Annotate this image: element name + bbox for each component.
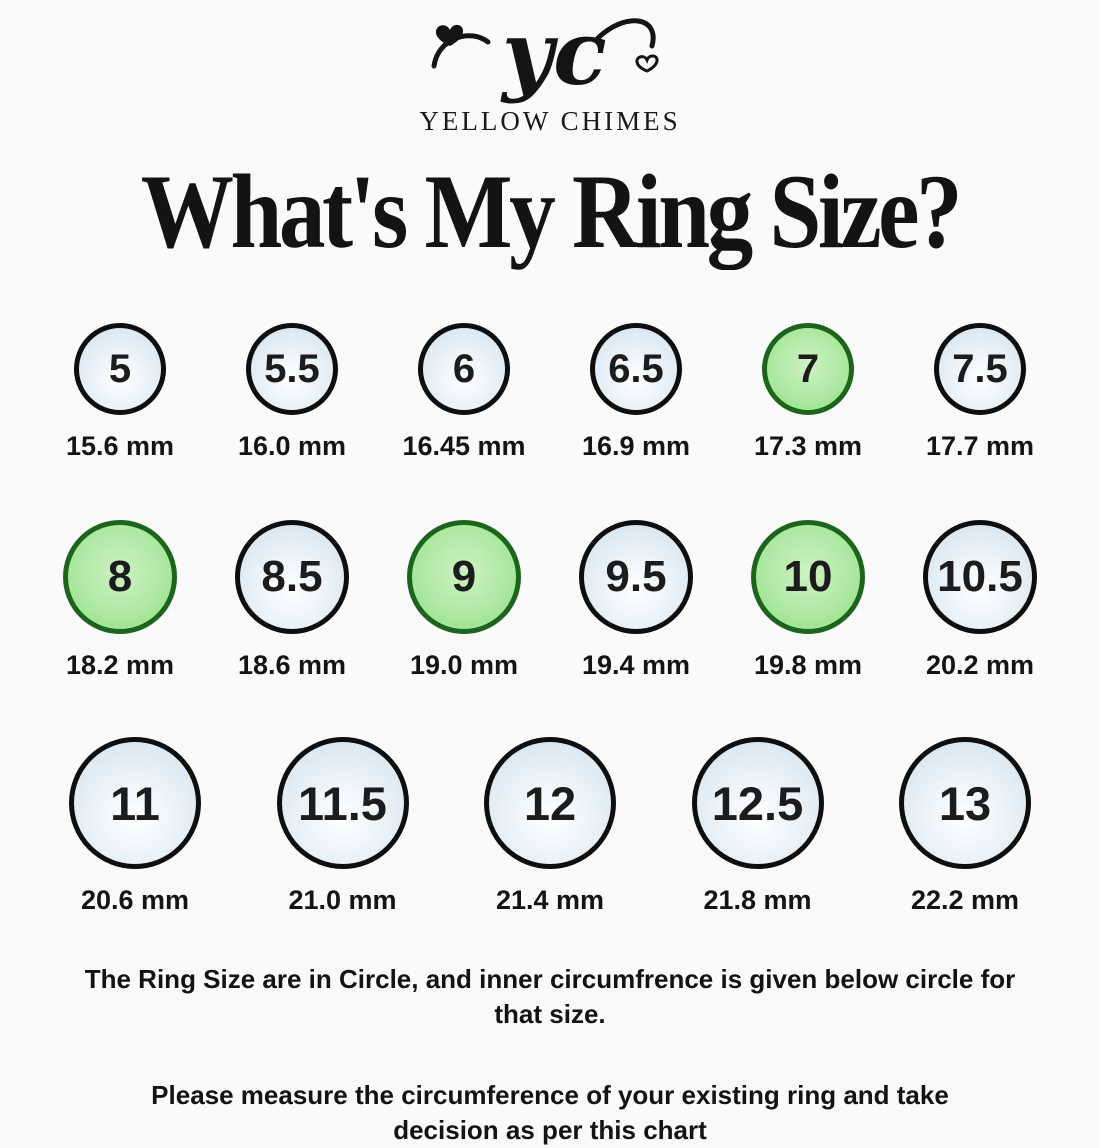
ring-size-cell: 7 17.3 mm [728,323,888,462]
ring-size-grid: 5 15.6 mm 5.5 16.0 mm 6 16.45 mm 6.5 16.… [40,323,1060,916]
ring-size-number: 10 [783,552,833,601]
ring-diameter-label: 16.9 mm [581,431,691,461]
ring-size-cell: 5.5 16.0 mm [212,323,372,462]
yc-monogram-icon: yc [431,4,659,104]
ring-size-cell: 10 19.8 mm [728,520,888,681]
ring-size-circle: 5 [74,323,166,415]
ring-diameter-label: 17.7 mm [925,431,1035,461]
ring-size-circle: 9.5 [579,520,693,634]
ring-size-circle: 6 [418,323,510,415]
ring-size-circle: 6.5 [590,323,682,415]
ring-size-cell: 6 16.45 mm [384,323,544,462]
ring-diameter-label: 20.6 mm [80,885,190,915]
footer-notes: The Ring Size are in Circle, and inner c… [0,962,1100,1148]
ring-size-row-1: 5 15.6 mm 5.5 16.0 mm 6 16.45 mm 6.5 16.… [40,323,1060,462]
ring-diameter-label: 20.2 mm [925,650,1035,680]
ring-size-number: 8 [107,552,133,601]
ring-diameter-label: 18.2 mm [65,650,175,680]
right-flourish-icon [595,18,656,49]
ring-diameter-label: 21.4 mm [495,885,605,915]
ring-size-number: 11.5 [298,776,387,830]
ring-size-cell: 6.5 16.9 mm [556,323,716,462]
ring-size-circle: 8 [63,520,177,634]
ring-size-circle: 12 [484,737,616,869]
ring-size-cell: 11.5 21.0 mm [243,737,443,916]
ring-size-number: 5.5 [264,347,320,391]
footer-note-measure: Please measure the circumference of your… [151,1080,949,1146]
ring-size-number: 11 [110,776,160,830]
ring-size-number: 6.5 [608,347,664,391]
ring-size-circle: 7.5 [934,323,1026,415]
ring-size-circle: 8.5 [235,520,349,634]
ring-diameter-label: 18.6 mm [237,650,347,680]
ring-size-number: 7.5 [952,347,1008,391]
ring-size-cell: 13 22.2 mm [865,737,1065,916]
ring-diameter-label: 19.0 mm [409,650,519,680]
ring-size-circle: 9 [407,520,521,634]
right-heart-icon [635,54,659,73]
ring-size-cell: 7.5 17.7 mm [900,323,1060,462]
footer-note-circles: The Ring Size are in Circle, and inner c… [84,964,1016,1030]
ring-size-circle: 10.5 [923,520,1037,634]
ring-diameter-label: 21.0 mm [288,885,397,915]
page-title: What's My Ring Size? [140,153,963,270]
ring-size-cell: 8 18.2 mm [40,520,200,681]
ring-size-circle: 5.5 [246,323,338,415]
ring-size-number: 12.5 [711,776,804,830]
ring-size-number: 6 [452,347,476,391]
brand-logo: yc YELLOW CHIMES [0,0,1100,137]
ring-size-circle: 12.5 [691,737,824,869]
ring-size-number: 8.5 [261,552,323,601]
ring-size-circle: 10 [751,520,865,634]
ring-size-row-3: 11 20.6 mm 11.5 21.0 mm 12 21.4 mm 12.5 … [35,737,1065,916]
ring-diameter-label: 22.2 mm [910,885,1020,915]
ring-size-number: 5 [108,347,132,391]
ring-size-cell: 11 20.6 mm [35,737,235,916]
ring-size-cell: 12 21.4 mm [450,737,650,916]
ring-size-row-2: 8 18.2 mm 8.5 18.6 mm 9 19.0 mm 9.5 19.4… [40,520,1060,681]
monogram-text: yc [500,4,607,104]
ring-size-number: 9.5 [605,552,667,601]
ring-size-cell: 5 15.6 mm [40,323,200,462]
ring-size-cell: 12.5 21.8 mm [658,737,858,916]
ring-size-number: 13 [938,776,992,830]
brand-name: YELLOW CHIMES [419,106,681,136]
ring-diameter-label: 19.4 mm [581,650,691,680]
ring-diameter-label: 17.3 mm [753,431,863,461]
ring-size-cell: 9.5 19.4 mm [556,520,716,681]
ring-size-number: 12 [523,776,577,830]
ring-size-number: 10.5 [937,552,1023,601]
ring-size-cell: 10.5 20.2 mm [900,520,1060,681]
left-heart-icon [435,24,464,46]
ring-size-number: 7 [796,347,820,391]
ring-size-circle: 7 [762,323,854,415]
ring-size-circle: 13 [899,737,1031,869]
ring-size-cell: 8.5 18.6 mm [212,520,372,681]
ring-size-circle: 11.5 [276,737,409,869]
ring-size-circle: 11 [69,737,201,869]
ring-diameter-label: 16.45 mm [402,431,526,461]
ring-diameter-label: 21.8 mm [703,885,812,915]
ring-size-cell: 9 19.0 mm [384,520,544,681]
ring-diameter-label: 15.6 mm [65,431,175,461]
ring-diameter-label: 16.0 mm [237,431,347,461]
ring-size-number: 9 [451,552,477,601]
ring-diameter-label: 19.8 mm [753,650,863,680]
